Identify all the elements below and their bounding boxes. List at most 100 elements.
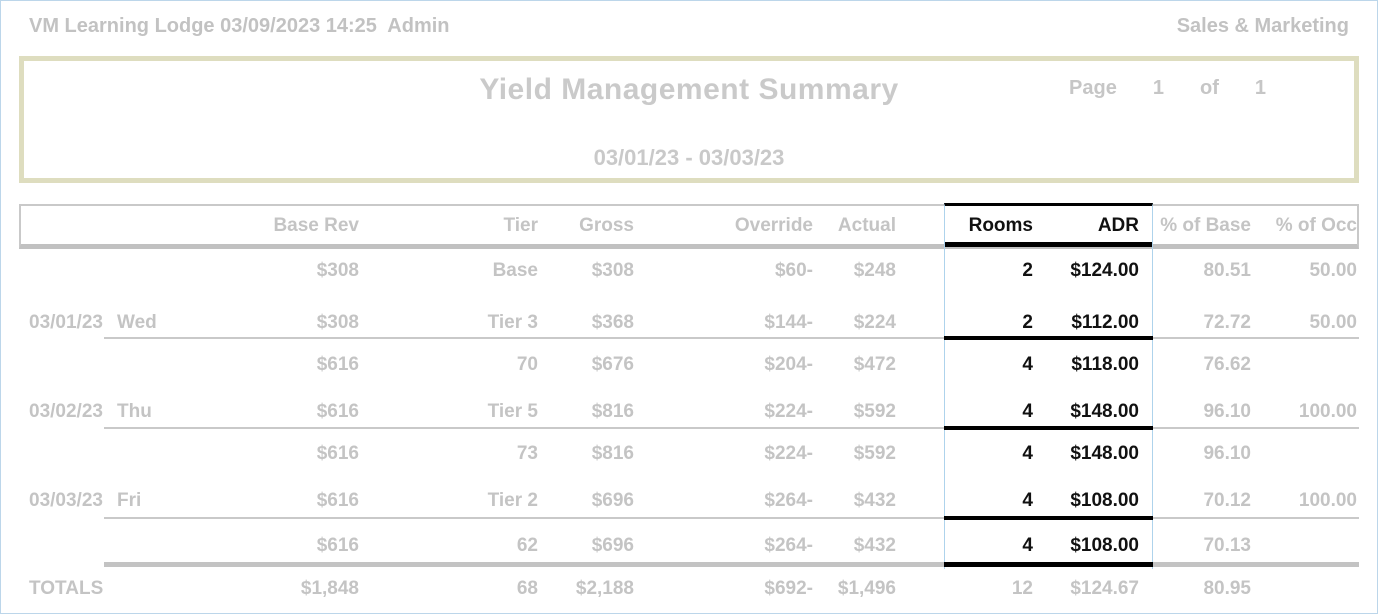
cell-gross: $368 bbox=[591, 312, 634, 333]
cell-pct-of-occ bbox=[1251, 531, 1357, 561]
cell-gross: $696 bbox=[591, 535, 634, 556]
cell-actual: $432 bbox=[853, 535, 896, 556]
cell-tier: 70 bbox=[516, 354, 538, 375]
page-label: Page bbox=[1069, 77, 1117, 99]
cell-gross: $676 bbox=[591, 354, 634, 375]
cell-tier: Tier 3 bbox=[487, 312, 538, 333]
page-number: 1 bbox=[1152, 77, 1164, 99]
cell-rooms: 4 bbox=[1022, 401, 1033, 422]
table-row-totals: TOTALS $1,848 68 $2,188 $692- $1,496 12 … bbox=[1, 574, 1357, 604]
cell-tier: Tier 5 bbox=[487, 401, 538, 422]
cell-gross: $816 bbox=[591, 401, 634, 422]
rooms-adr-highlight-block[interactable] bbox=[944, 203, 1153, 569]
cell-gross: $816 bbox=[591, 443, 634, 464]
cell-base-rev: $616 bbox=[316, 443, 359, 464]
table-header-box bbox=[19, 204, 1359, 249]
cell-day bbox=[117, 256, 189, 286]
cell-adr: $108.00 bbox=[1070, 535, 1139, 556]
cell-date: 03/01/23 bbox=[29, 312, 103, 333]
table-header-row: Base Rev Tier Gross Override Actual Room… bbox=[1, 211, 1357, 241]
cell-actual: $248 bbox=[853, 260, 896, 281]
cell-pct-of-base: 80.51 bbox=[1203, 260, 1251, 281]
cell-tier: 68 bbox=[516, 578, 538, 599]
cell-base-rev: $1,848 bbox=[300, 578, 359, 599]
cell-day: Wed bbox=[117, 312, 157, 333]
cell-pct-of-base: 96.10 bbox=[1203, 443, 1251, 464]
highlight-divider-segment bbox=[944, 336, 1153, 340]
cell-override: $60- bbox=[774, 260, 813, 281]
highlight-header-rule bbox=[945, 242, 1152, 247]
cell-actual: $1,496 bbox=[837, 578, 896, 599]
cell-pct-of-occ bbox=[1251, 574, 1357, 604]
cell-tier: 73 bbox=[516, 443, 538, 464]
cell-day bbox=[117, 574, 189, 604]
cell-adr: $118.00 bbox=[1071, 354, 1139, 375]
cell-pct-of-base: 76.62 bbox=[1203, 354, 1251, 375]
cell-pct-of-occ: 100.00 bbox=[1298, 490, 1357, 511]
totals-divider bbox=[104, 562, 1359, 567]
report-date-range: 03/01/23 - 03/03/23 bbox=[593, 145, 785, 170]
cell-pct-of-occ: 50.00 bbox=[1309, 260, 1357, 281]
table-row: $616 70 $676 $204- $472 4 $118.00 76.62 bbox=[1, 350, 1357, 380]
cell-day bbox=[117, 439, 189, 469]
header-actual: Actual bbox=[837, 215, 896, 236]
cell-pct-of-occ: 100.00 bbox=[1298, 401, 1357, 422]
day-divider bbox=[104, 426, 1359, 430]
table-row: $616 73 $816 $224- $592 4 $148.00 96.10 bbox=[1, 439, 1357, 469]
cell-rooms: 2 bbox=[1022, 312, 1033, 333]
cell-override: $264- bbox=[764, 490, 813, 511]
header-day bbox=[117, 211, 189, 241]
cell-rooms: 2 bbox=[1022, 260, 1033, 281]
cell-actual: $592 bbox=[853, 401, 896, 422]
cell-actual: $592 bbox=[853, 443, 896, 464]
page-of-label: of bbox=[1199, 77, 1219, 99]
cell-pct-of-occ: 50.00 bbox=[1309, 312, 1357, 333]
cell-day bbox=[117, 350, 189, 380]
cell-pct-of-base: 80.95 bbox=[1203, 578, 1251, 599]
cell-pct-of-base: 96.10 bbox=[1203, 401, 1251, 422]
cell-date bbox=[29, 350, 117, 380]
cell-rooms: 4 bbox=[1022, 490, 1033, 511]
property-datetime-user-text: VM Learning Lodge 03/09/2023 14:25 Admin bbox=[29, 15, 450, 37]
day-divider bbox=[104, 516, 1359, 520]
cell-date bbox=[29, 256, 117, 286]
cell-tier: 62 bbox=[516, 535, 538, 556]
cell-day bbox=[117, 531, 189, 561]
cell-date bbox=[29, 439, 117, 469]
cell-date bbox=[29, 531, 117, 561]
cell-gross: $696 bbox=[591, 490, 634, 511]
cell-pct-of-base: 72.72 bbox=[1203, 312, 1251, 333]
cell-override: $264- bbox=[764, 535, 813, 556]
cell-actual: $472 bbox=[853, 354, 896, 375]
highlight-divider-segment bbox=[944, 562, 1153, 567]
cell-day: Fri bbox=[117, 490, 142, 511]
cell-base-rev: $616 bbox=[316, 490, 359, 511]
table-row: $308 Base $308 $60- $248 2 $124.00 80.51… bbox=[1, 256, 1357, 286]
cell-rooms: 4 bbox=[1022, 354, 1033, 375]
page-indicator: Page 1 of 1 bbox=[1069, 77, 1266, 100]
cell-base-rev: $308 bbox=[316, 260, 359, 281]
header-base-rev: Base Rev bbox=[273, 215, 359, 236]
cell-rooms: 12 bbox=[1011, 578, 1033, 599]
table-row: 03/03/23 Fri $616 Tier 2 $696 $264- $432… bbox=[1, 486, 1357, 516]
highlight-divider-segment bbox=[944, 426, 1153, 430]
cell-pct-of-base: 70.13 bbox=[1203, 535, 1251, 556]
cell-pct-of-occ bbox=[1251, 439, 1357, 469]
cell-override: $204- bbox=[764, 354, 813, 375]
report-title-box: Yield Management Summary Page 1 of 1 03/… bbox=[19, 56, 1359, 183]
cell-adr: $124.67 bbox=[1070, 578, 1139, 599]
header-pct-of-occ: % of Occ bbox=[1275, 215, 1357, 236]
header-rooms: Rooms bbox=[968, 215, 1033, 236]
cell-pct-of-base: 70.12 bbox=[1203, 490, 1251, 511]
table-row: $616 62 $696 $264- $432 4 $108.00 70.13 bbox=[1, 531, 1357, 561]
cell-actual: $432 bbox=[853, 490, 896, 511]
cell-override: $692- bbox=[764, 578, 813, 599]
cell-base-rev: $616 bbox=[316, 535, 359, 556]
header-gross: Gross bbox=[579, 215, 634, 236]
cell-adr: $112.00 bbox=[1071, 312, 1139, 333]
day-divider bbox=[104, 336, 1359, 340]
report-title: Yield Management Summary bbox=[479, 73, 899, 106]
cell-actual: $224 bbox=[853, 312, 896, 333]
highlight-divider-segment bbox=[944, 516, 1153, 520]
department-label: Sales & Marketing bbox=[1176, 15, 1349, 37]
